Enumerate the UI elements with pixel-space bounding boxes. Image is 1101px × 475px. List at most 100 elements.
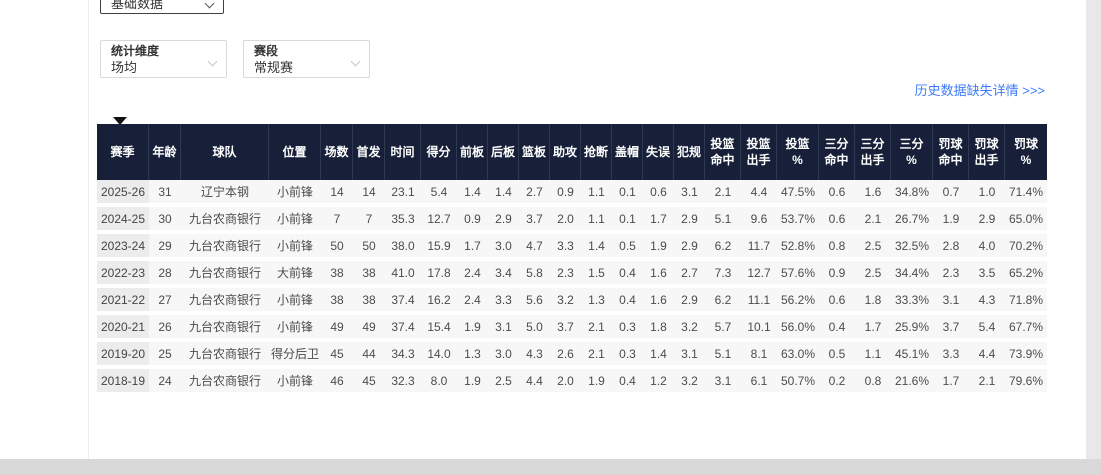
stat-cell: 2.4 [457, 261, 488, 288]
stats-table-wrap: 赛季 年龄 球队 位置 场数 首发 时间 得分 前板 后板 篮板 助攻 抢断 盖帽 失误 犯规 投篮 命中 投篮 … [97, 124, 1047, 396]
stat-cell: 0.5 [819, 342, 855, 369]
stat-cell: 1.1 [581, 180, 612, 207]
stat-cell: 0.5 [612, 234, 643, 261]
stat-cell: 71.4% [1005, 180, 1047, 207]
stat-cell: 0.6 [819, 207, 855, 234]
stat-cell: 65.0% [1005, 207, 1047, 234]
stat-cell: 3.7 [933, 315, 969, 342]
stat-cell: 九台农商银行 [181, 369, 269, 396]
chevron-down-icon [204, 0, 215, 9]
stat-cell: 4.4 [969, 342, 1005, 369]
stat-cell: 73.9% [1005, 342, 1047, 369]
stage-select[interactable]: 赛段 常规赛 [243, 40, 370, 78]
stat-cell: 九台农商银行 [181, 207, 269, 234]
stat-cell: 4.7 [519, 234, 550, 261]
stat-cell: 0.9 [457, 207, 488, 234]
stat-cell: 3.2 [550, 288, 581, 315]
stat-cell: 11.7 [741, 234, 777, 261]
header-row: 赛季 年龄 球队 位置 场数 首发 时间 得分 前板 后板 篮板 助攻 抢断 盖帽 失误 犯规 投篮 命中 投篮 … [97, 124, 1047, 180]
category-select[interactable]: 基础数据 [100, 0, 224, 14]
stat-cell: 2.5 [855, 234, 891, 261]
season-cell: 2021-22 [97, 288, 149, 315]
stat-cell: 3.1 [674, 342, 705, 369]
stat-cell: 1.6 [643, 261, 674, 288]
stat-cell: 3.0 [488, 234, 519, 261]
stat-cell: 1.3 [581, 288, 612, 315]
stat-cell: 2.3 [933, 261, 969, 288]
stat-cell: 5.6 [519, 288, 550, 315]
stat-cell: 0.1 [612, 207, 643, 234]
stat-cell: 25 [149, 342, 181, 369]
table-row: 2025-26 31 辽宁本钢 小前锋 14 14 23.1 5.4 1.4 1.4 2.7 0.9 1… [97, 180, 1047, 207]
stat-cell: 3.7 [519, 207, 550, 234]
stat-cell: 34.4% [891, 261, 933, 288]
season-cell: 2020-21 [97, 315, 149, 342]
column-header: 球队 [181, 124, 269, 180]
stat-cell: 32.3 [385, 369, 421, 396]
stat-cell: 小前锋 [269, 369, 321, 396]
stat-cell: 23.1 [385, 180, 421, 207]
stat-cell: 38 [353, 261, 385, 288]
stat-cell: 1.0 [969, 180, 1005, 207]
column-header: 投篮 % [777, 124, 819, 180]
stat-cell: 0.4 [612, 288, 643, 315]
vertical-scrollbar-track[interactable] [1086, 0, 1101, 459]
stat-cell: 45 [353, 369, 385, 396]
column-header: 失误 [643, 124, 674, 180]
stat-cell: 3.5 [969, 261, 1005, 288]
stat-cell: 1.1 [581, 207, 612, 234]
stat-cell: 7 [353, 207, 385, 234]
table-row: 2024-25 30 九台农商银行 小前锋 7 7 35.3 12.7 0.9 2.9 3.7 2.0… [97, 207, 1047, 234]
stat-cell: 0.7 [933, 180, 969, 207]
stat-cell: 小前锋 [269, 207, 321, 234]
stat-cell: 得分后卫 [269, 342, 321, 369]
stat-cell: 1.7 [855, 315, 891, 342]
stat-cell: 小前锋 [269, 315, 321, 342]
chevron-down-icon [207, 56, 218, 67]
stat-cell: 0.2 [819, 369, 855, 396]
stat-cell: 27 [149, 288, 181, 315]
stat-cell: 6.2 [705, 288, 741, 315]
stat-cell: 九台农商银行 [181, 261, 269, 288]
horizontal-scrollbar-track[interactable] [0, 459, 1101, 475]
stat-cell: 38 [353, 288, 385, 315]
history-missing-data-link[interactable]: 历史数据缺失详情 >>> [914, 83, 1045, 98]
stat-cell: 50 [353, 234, 385, 261]
stat-cell: 1.7 [457, 234, 488, 261]
stat-cell: 2.1 [705, 180, 741, 207]
stat-cell: 1.7 [643, 207, 674, 234]
stat-cell: 5.1 [705, 207, 741, 234]
stat-cell: 5.7 [705, 315, 741, 342]
stat-cell: 1.7 [933, 369, 969, 396]
stat-cell: 4.3 [519, 342, 550, 369]
stat-cell: 5.1 [705, 342, 741, 369]
stat-cell: 8.1 [741, 342, 777, 369]
category-select-value: 基础数据 [111, 0, 164, 11]
stat-cell: 21.6% [891, 369, 933, 396]
stat-cell: 52.8% [777, 234, 819, 261]
stat-cell: 2.4 [457, 288, 488, 315]
dropdown-pointer-triangle [113, 117, 127, 125]
stat-cell: 37.4 [385, 288, 421, 315]
stat-cell: 25.9% [891, 315, 933, 342]
stat-cell: 3.2 [674, 369, 705, 396]
stat-cell: 九台农商银行 [181, 342, 269, 369]
column-header: 后板 [488, 124, 519, 180]
column-header: 时间 [385, 124, 421, 180]
stat-cell: 49 [353, 315, 385, 342]
dimension-select[interactable]: 统计维度 场均 [100, 40, 227, 78]
column-header: 年龄 [149, 124, 181, 180]
stage-select-label: 赛段 [254, 44, 279, 58]
column-header: 篮板 [519, 124, 550, 180]
stat-cell: 12.7 [421, 207, 457, 234]
stat-cell: 5.0 [519, 315, 550, 342]
stat-cell: 0.8 [855, 369, 891, 396]
stat-cell: 3.1 [933, 288, 969, 315]
stat-cell: 九台农商银行 [181, 288, 269, 315]
stat-cell: 30 [149, 207, 181, 234]
stat-cell: 1.8 [643, 315, 674, 342]
stat-cell: 1.9 [457, 315, 488, 342]
stat-cell: 小前锋 [269, 180, 321, 207]
stat-cell: 0.3 [612, 342, 643, 369]
column-header: 三分 出手 [855, 124, 891, 180]
